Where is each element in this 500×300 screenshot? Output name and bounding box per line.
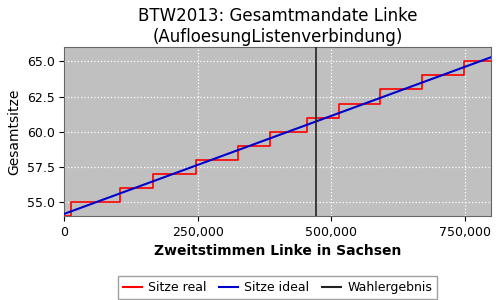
Sitze real xyxy=(150,172,156,175)
Line: Sitze real: Sitze real xyxy=(64,61,492,216)
Sitze real xyxy=(150,186,156,190)
Sitze real xyxy=(460,60,466,63)
Sitze real xyxy=(336,116,342,119)
Sitze real xyxy=(61,214,67,218)
Sitze real xyxy=(420,74,426,77)
Sitze real xyxy=(304,130,310,134)
Sitze real xyxy=(378,102,384,105)
Sitze real xyxy=(266,130,272,134)
Sitze real xyxy=(68,214,74,218)
Sitze real xyxy=(236,144,242,148)
Y-axis label: Gesamtsitze: Gesamtsitze xyxy=(7,88,21,175)
Sitze real xyxy=(336,102,342,105)
Sitze real xyxy=(193,158,199,162)
Sitze real xyxy=(193,172,199,175)
X-axis label: Zweitstimmen Linke in Sachsen: Zweitstimmen Linke in Sachsen xyxy=(154,244,402,258)
Legend: Sitze real, Sitze ideal, Wahlergebnis: Sitze real, Sitze ideal, Wahlergebnis xyxy=(118,276,437,299)
Sitze real xyxy=(118,186,124,190)
Sitze real xyxy=(266,144,272,148)
Sitze real xyxy=(304,116,310,119)
Sitze real xyxy=(118,200,124,204)
Title: BTW2013: Gesamtmandate Linke
(AufloesungListenverbindung): BTW2013: Gesamtmandate Linke (Aufloesung… xyxy=(138,7,417,46)
Sitze real xyxy=(378,88,384,91)
Sitze real xyxy=(68,200,74,204)
Sitze real xyxy=(420,88,426,91)
Sitze real xyxy=(488,60,494,63)
Sitze real xyxy=(236,158,242,162)
Sitze real xyxy=(460,74,466,77)
